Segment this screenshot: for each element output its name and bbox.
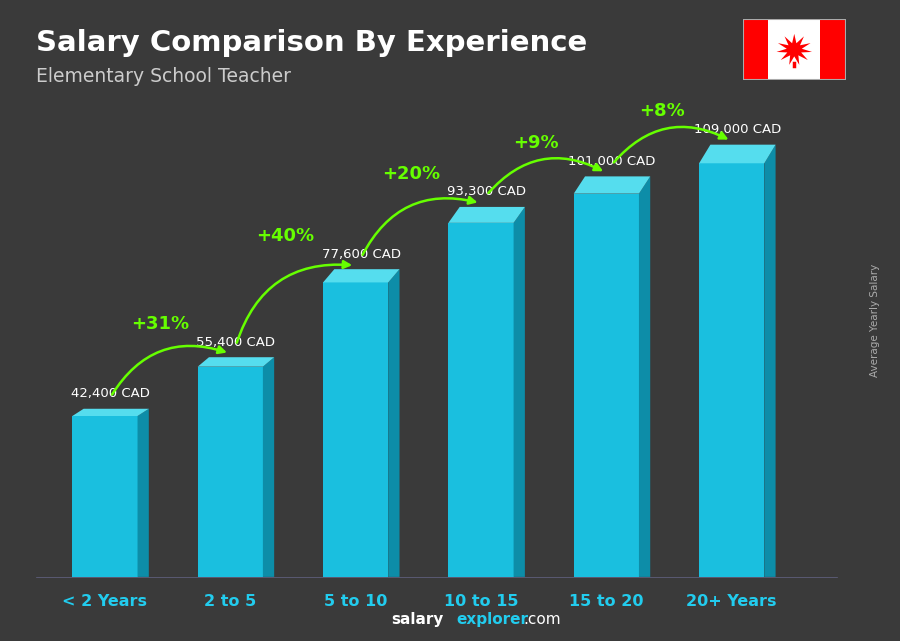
Text: 93,300 CAD: 93,300 CAD: [447, 185, 526, 198]
Text: 109,000 CAD: 109,000 CAD: [694, 123, 781, 136]
Text: +31%: +31%: [131, 315, 189, 333]
Text: 55,400 CAD: 55,400 CAD: [196, 336, 275, 349]
Text: .com: .com: [524, 612, 562, 627]
Text: +20%: +20%: [382, 165, 440, 183]
Polygon shape: [448, 207, 525, 223]
Text: 77,600 CAD: 77,600 CAD: [322, 247, 400, 261]
Text: explorer: explorer: [456, 612, 528, 627]
Polygon shape: [72, 409, 148, 416]
Polygon shape: [764, 145, 776, 577]
Polygon shape: [323, 269, 400, 283]
Bar: [72, 416, 138, 577]
Text: Salary Comparison By Experience: Salary Comparison By Experience: [36, 29, 587, 57]
Text: +40%: +40%: [256, 227, 314, 245]
Polygon shape: [699, 145, 776, 163]
Polygon shape: [574, 176, 650, 194]
Polygon shape: [639, 176, 650, 577]
Bar: [820, 19, 846, 80]
Text: 101,000 CAD: 101,000 CAD: [568, 155, 656, 168]
Text: Average Yearly Salary: Average Yearly Salary: [869, 264, 880, 377]
Text: Elementary School Teacher: Elementary School Teacher: [36, 67, 291, 87]
Text: +9%: +9%: [513, 134, 559, 152]
Bar: [574, 194, 639, 577]
Text: +8%: +8%: [639, 103, 684, 121]
Polygon shape: [138, 409, 148, 577]
Bar: [448, 223, 514, 577]
Text: 42,400 CAD: 42,400 CAD: [71, 387, 150, 400]
Bar: [742, 19, 769, 80]
Bar: [699, 163, 764, 577]
Bar: [323, 283, 388, 577]
Polygon shape: [777, 34, 812, 65]
Text: salary: salary: [392, 612, 444, 627]
Bar: [198, 367, 263, 577]
Polygon shape: [263, 357, 274, 577]
Polygon shape: [198, 357, 274, 367]
Polygon shape: [514, 207, 525, 577]
Polygon shape: [388, 269, 400, 577]
